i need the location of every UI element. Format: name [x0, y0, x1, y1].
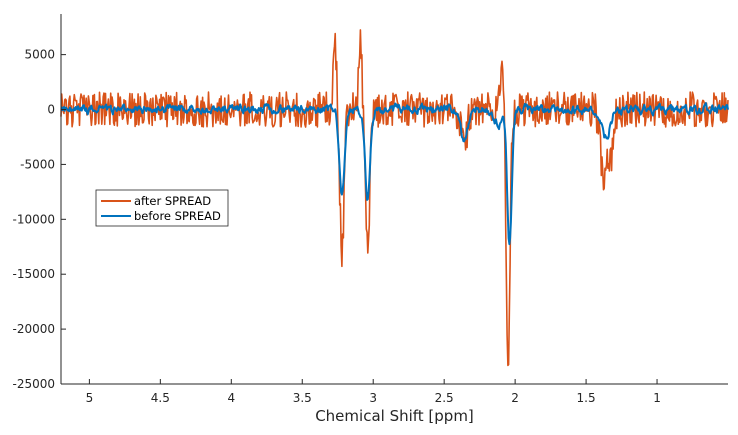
series-line-before-spread	[60, 102, 729, 246]
legend-box	[95, 189, 229, 227]
y-tick-label: -5000	[20, 157, 55, 171]
series-line-after-spread	[60, 29, 729, 367]
y-tick-label: 5000	[24, 48, 55, 62]
legend-label-after-spread: after SPREAD	[134, 194, 211, 208]
x-tick-label: 3	[369, 391, 377, 405]
x-tick-label: 2.5	[435, 391, 454, 405]
y-tick-label: -10000	[12, 212, 55, 226]
x-tick-label: 4.5	[151, 391, 170, 405]
x-ticks: 5 4.5 4 3.5 3 2.5 2 1.5 1	[86, 379, 661, 405]
series-layer	[60, 29, 729, 367]
y-tick-label: -25000	[12, 377, 55, 391]
x-tick-label: 4	[227, 391, 235, 405]
y-ticks: 5000 0 -5000 -10000 -15000 -20000 -25000	[12, 48, 66, 391]
y-tick-label: -20000	[12, 322, 55, 336]
y-tick-label: 0	[47, 103, 55, 117]
plot-area	[60, 29, 729, 367]
x-tick-label: 1.5	[577, 391, 596, 405]
x-tick-label: 1	[653, 391, 661, 405]
x-tick-label: 2	[511, 391, 519, 405]
y-tick-label: -15000	[12, 267, 55, 281]
x-tick-label: 3.5	[293, 391, 312, 405]
legend: after SPREAD before SPREAD	[95, 189, 229, 227]
x-axis-label: Chemical Shift [ppm]	[315, 407, 474, 425]
x-tick-label: 5	[86, 391, 94, 405]
legend-label-before-spread: before SPREAD	[134, 209, 221, 223]
